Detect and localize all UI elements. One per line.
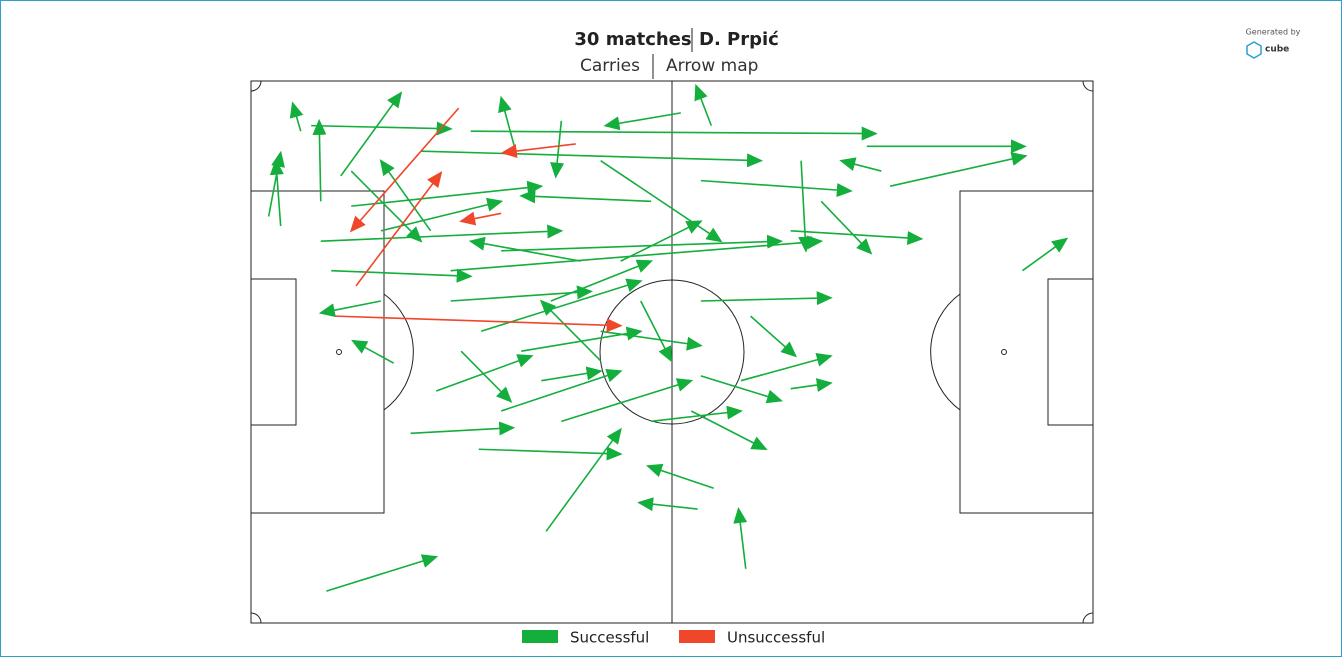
carry-arrow bbox=[550, 259, 654, 302]
carry-arrow bbox=[790, 230, 924, 245]
carry-arrow bbox=[379, 159, 432, 232]
pitch bbox=[250, 80, 1094, 624]
carry-arrow bbox=[468, 236, 581, 262]
corner-arc bbox=[250, 80, 262, 92]
carry-arrow bbox=[435, 354, 534, 392]
carry-arrow bbox=[349, 107, 460, 233]
carry-arrow bbox=[1021, 237, 1069, 272]
carry-arrow bbox=[541, 366, 603, 382]
carry-arrow bbox=[820, 200, 873, 255]
carry-arrow bbox=[311, 121, 453, 136]
carry-arrow bbox=[694, 83, 713, 126]
legend-label: Successful bbox=[570, 629, 649, 647]
carry-arrow bbox=[450, 285, 594, 302]
carry-arrow bbox=[355, 171, 443, 287]
carry-arrow bbox=[600, 160, 723, 243]
carry-arrow bbox=[700, 375, 783, 404]
carry-arrow bbox=[733, 507, 748, 569]
carry-arrow bbox=[603, 112, 681, 131]
carry-arrow bbox=[637, 497, 698, 512]
carry-arrow bbox=[700, 291, 833, 306]
carry-arrow bbox=[480, 278, 643, 333]
brand-logo: cube bbox=[1246, 41, 1289, 59]
carry-arrow bbox=[519, 189, 652, 204]
carry-arrow bbox=[501, 234, 784, 252]
corner-arc bbox=[1082, 80, 1094, 92]
logo-icon bbox=[1246, 41, 1262, 59]
carry-arrow bbox=[335, 315, 623, 333]
carry-arrow bbox=[460, 350, 513, 403]
carry-arrow bbox=[600, 330, 703, 351]
carry-arrow bbox=[640, 300, 673, 363]
carry-arrow bbox=[351, 180, 544, 207]
corner-arc bbox=[1082, 612, 1094, 624]
carry-arrow bbox=[561, 378, 694, 423]
center-circle bbox=[599, 279, 745, 425]
carry-arrow bbox=[750, 315, 797, 358]
credit: Generated by bbox=[1246, 28, 1301, 37]
corner-arc bbox=[250, 612, 262, 624]
carry-arrow bbox=[500, 143, 576, 159]
carry-arrow bbox=[790, 378, 833, 392]
carry-arrow bbox=[350, 170, 423, 243]
carry-arrow bbox=[470, 126, 878, 141]
view-label: Arrow map bbox=[666, 56, 758, 76]
legend-swatch bbox=[679, 630, 715, 643]
legend: Successful Unsuccessful bbox=[522, 629, 825, 647]
carry-arrow bbox=[889, 152, 1028, 187]
carry-arrow bbox=[690, 410, 768, 451]
penalty-spot bbox=[1001, 349, 1007, 355]
title: 30 matches bbox=[574, 29, 691, 50]
carry-arrow bbox=[320, 224, 564, 243]
carry-arrow bbox=[331, 268, 473, 283]
carry-arrow bbox=[521, 326, 643, 352]
carry-arrow bbox=[289, 101, 304, 132]
carry-arrow bbox=[839, 157, 882, 172]
carry-arrow bbox=[646, 463, 714, 490]
carry-arrow bbox=[651, 405, 743, 423]
six-yard-box bbox=[250, 278, 297, 426]
brand: cube bbox=[1265, 45, 1289, 55]
carry-arrow bbox=[450, 235, 824, 272]
carry-arrow bbox=[620, 220, 703, 262]
carry-arrow bbox=[478, 446, 623, 461]
carry-arrow bbox=[539, 299, 602, 362]
carry-arrow bbox=[498, 95, 517, 152]
penalty-arc bbox=[930, 293, 961, 411]
carry-arrow bbox=[326, 554, 439, 592]
carry-arrow bbox=[318, 300, 382, 318]
six-yard-box bbox=[1047, 278, 1094, 426]
penalty-box bbox=[959, 190, 1094, 514]
carry-arrow bbox=[459, 211, 502, 226]
carry-arrow bbox=[545, 427, 622, 532]
carry-arrow bbox=[700, 179, 853, 198]
carry-arrow bbox=[550, 120, 565, 179]
penalty-arc bbox=[383, 293, 414, 411]
subtitle: Carries bbox=[580, 56, 640, 76]
legend-label: Unsuccessful bbox=[727, 629, 825, 647]
arrows bbox=[267, 83, 1069, 592]
carry-arrow bbox=[269, 158, 284, 227]
carry-arrow bbox=[340, 91, 403, 177]
carry-arrow bbox=[500, 368, 623, 412]
carry-arrow bbox=[312, 118, 327, 202]
carry-arrow bbox=[351, 339, 395, 364]
player-name: D. Prpić bbox=[699, 29, 779, 50]
carry-arrow bbox=[410, 421, 516, 436]
carry-arrow bbox=[420, 150, 764, 168]
carry-arrow bbox=[740, 352, 833, 382]
legend-swatch bbox=[522, 630, 558, 643]
penalty-spot bbox=[336, 349, 342, 355]
carry-arrow bbox=[798, 160, 813, 253]
